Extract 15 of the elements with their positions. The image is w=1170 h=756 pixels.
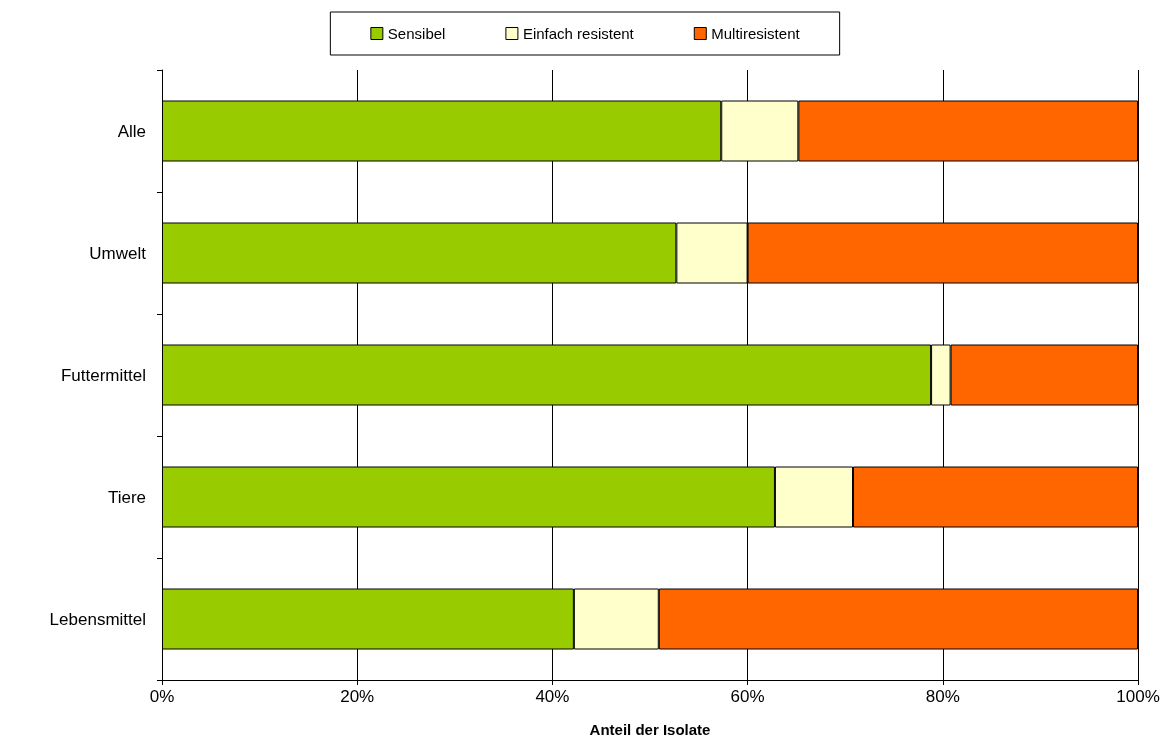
y-tick-label: Umwelt (89, 243, 147, 263)
x-axis-title: Anteil der Isolate (589, 721, 711, 738)
x-tick-label: 60% (730, 687, 765, 706)
x-tick-label: 80% (925, 687, 960, 706)
y-tick-label: Tiere (107, 487, 146, 507)
y-tick-label: Futtermittel (60, 365, 146, 385)
y-tick-label: Lebensmittel (49, 609, 146, 629)
x-tick-label: 0% (149, 687, 175, 706)
x-tick-label: 100% (1116, 687, 1160, 706)
legend-label: Multiresistent (711, 25, 801, 42)
x-tick-label: 20% (340, 687, 375, 706)
x-tick-label: 40% (535, 687, 570, 706)
legend-label: Sensibel (387, 25, 446, 42)
legend-label: Einfach resistent (522, 25, 635, 42)
y-tick-label: Alle (117, 121, 146, 141)
